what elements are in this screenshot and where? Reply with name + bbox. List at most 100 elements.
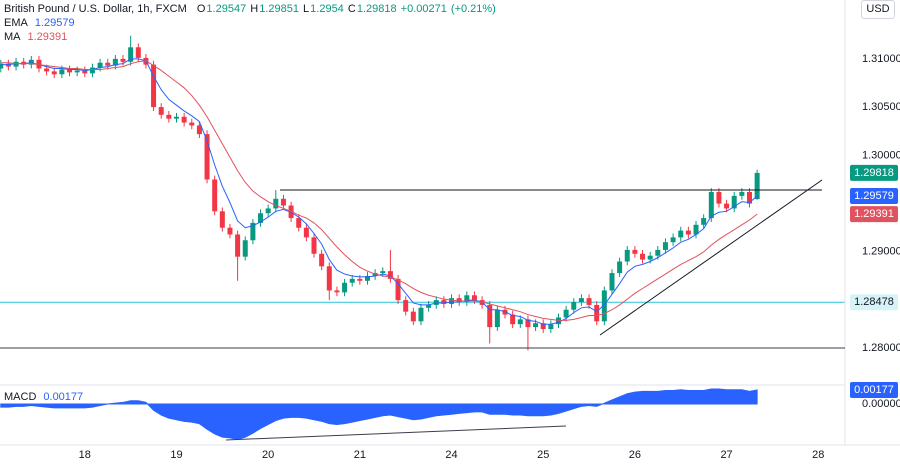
candle-body xyxy=(540,323,546,330)
candle-body xyxy=(74,70,80,73)
macd-pane xyxy=(0,388,758,440)
candle-body xyxy=(128,47,134,62)
candle-body xyxy=(487,304,493,328)
candle-body xyxy=(357,278,363,281)
candle-body xyxy=(51,71,57,75)
candle-body xyxy=(731,195,737,209)
ema-tag-bg xyxy=(850,187,898,204)
candle-body xyxy=(326,266,332,291)
candle-body xyxy=(258,213,264,223)
candle-body xyxy=(647,255,653,260)
drawn-macd-line xyxy=(225,425,567,441)
ma-tag: 1.29391 xyxy=(854,208,894,220)
candle-body xyxy=(693,224,699,235)
y-tick-label: 1.31000 xyxy=(862,53,900,65)
candle-body xyxy=(67,69,73,73)
x-tick-label: 20 xyxy=(262,449,274,461)
candle-body xyxy=(342,282,348,293)
candle-body xyxy=(655,249,661,256)
candle-body xyxy=(311,237,317,254)
candle-body xyxy=(418,307,424,322)
candle-body xyxy=(548,324,554,330)
x-tick-label: 25 xyxy=(537,449,549,461)
ohlc-value: 1.29851 xyxy=(259,3,299,15)
candle-body xyxy=(273,198,279,209)
candle-body xyxy=(517,319,523,325)
y-tick-label: 1.29000 xyxy=(862,246,900,258)
legend-value: 0.00177 xyxy=(43,391,84,403)
candle-body xyxy=(670,237,676,243)
candle-body xyxy=(640,253,646,260)
candle-body xyxy=(456,298,462,303)
candle-body xyxy=(212,179,218,212)
candle-body xyxy=(426,304,432,308)
candle-body xyxy=(601,290,607,322)
ohlc-label: L xyxy=(303,3,310,15)
candle-body xyxy=(586,298,592,305)
symbol-header: British Pound / U.S. Dollar, 1h, FXCM O 1… xyxy=(4,2,497,16)
candle-body xyxy=(319,253,325,267)
candle-body xyxy=(739,192,745,196)
x-tick-label: 28 xyxy=(812,449,824,461)
candle-body xyxy=(395,278,401,301)
level-tag-bg xyxy=(850,294,898,311)
indicator-line xyxy=(0,58,758,325)
candle-body xyxy=(0,63,4,69)
candle-body xyxy=(609,273,615,291)
legend-name: MA xyxy=(4,31,21,43)
candle-body xyxy=(235,234,241,257)
candle-body xyxy=(533,323,539,328)
candle-body xyxy=(120,58,126,62)
y-tick-label: 1.30000 xyxy=(862,149,900,161)
candle-body xyxy=(449,298,455,304)
ema-legend: EMA 1.29579 xyxy=(4,16,76,30)
candle-body xyxy=(44,68,50,72)
candle-body xyxy=(189,122,195,126)
candle-body xyxy=(471,295,477,301)
candle-body xyxy=(571,302,577,310)
candle-body xyxy=(265,208,271,214)
candle-body xyxy=(219,211,225,228)
candle-body xyxy=(701,218,707,225)
y-tick-label: 0.00000 xyxy=(862,398,900,410)
x-tick-label: 26 xyxy=(629,449,641,461)
candle-body xyxy=(89,67,95,74)
x-tick-label: 21 xyxy=(354,449,366,461)
candle-body xyxy=(662,242,668,250)
candle-body xyxy=(678,230,684,238)
price-pane xyxy=(0,35,845,351)
candle-body xyxy=(441,300,447,304)
candle-body xyxy=(158,107,164,115)
candle-body xyxy=(135,47,141,58)
ema-tag: 1.29579 xyxy=(854,190,894,202)
candle-body xyxy=(746,192,752,204)
candle-body xyxy=(563,309,569,318)
candle-body xyxy=(387,271,393,279)
macd-legend: MACD 0.00177 xyxy=(4,390,84,404)
candle-body xyxy=(349,278,355,283)
x-tick-label: 27 xyxy=(720,449,732,461)
price-tag: 1.29818 xyxy=(854,167,894,179)
change: +0.00271 xyxy=(400,3,447,15)
macd-tag-bg xyxy=(850,381,898,398)
macd-tag: 0.00177 xyxy=(854,384,894,396)
ohlc-label: O xyxy=(196,3,206,15)
indicator-line xyxy=(0,60,758,321)
level-tag: 1.28478 xyxy=(854,296,894,308)
currency-button[interactable]: USD xyxy=(861,0,895,19)
symbol-title: British Pound / U.S. Dollar, 1h, FXCM xyxy=(4,3,187,15)
y-tick-label: 1.30500 xyxy=(862,101,900,113)
x-tick-label: 24 xyxy=(445,449,457,461)
ma-legend: MA 1.29391 xyxy=(4,30,68,44)
candle-body xyxy=(724,203,730,209)
candle-body xyxy=(296,218,302,228)
candle-body xyxy=(685,230,691,235)
legend-name: EMA xyxy=(4,17,28,29)
candle-body xyxy=(578,298,584,303)
candle-body xyxy=(196,125,202,135)
candle-body xyxy=(112,58,118,66)
candle-body xyxy=(410,311,416,322)
candle-body xyxy=(403,300,409,312)
candle-body xyxy=(510,314,516,325)
